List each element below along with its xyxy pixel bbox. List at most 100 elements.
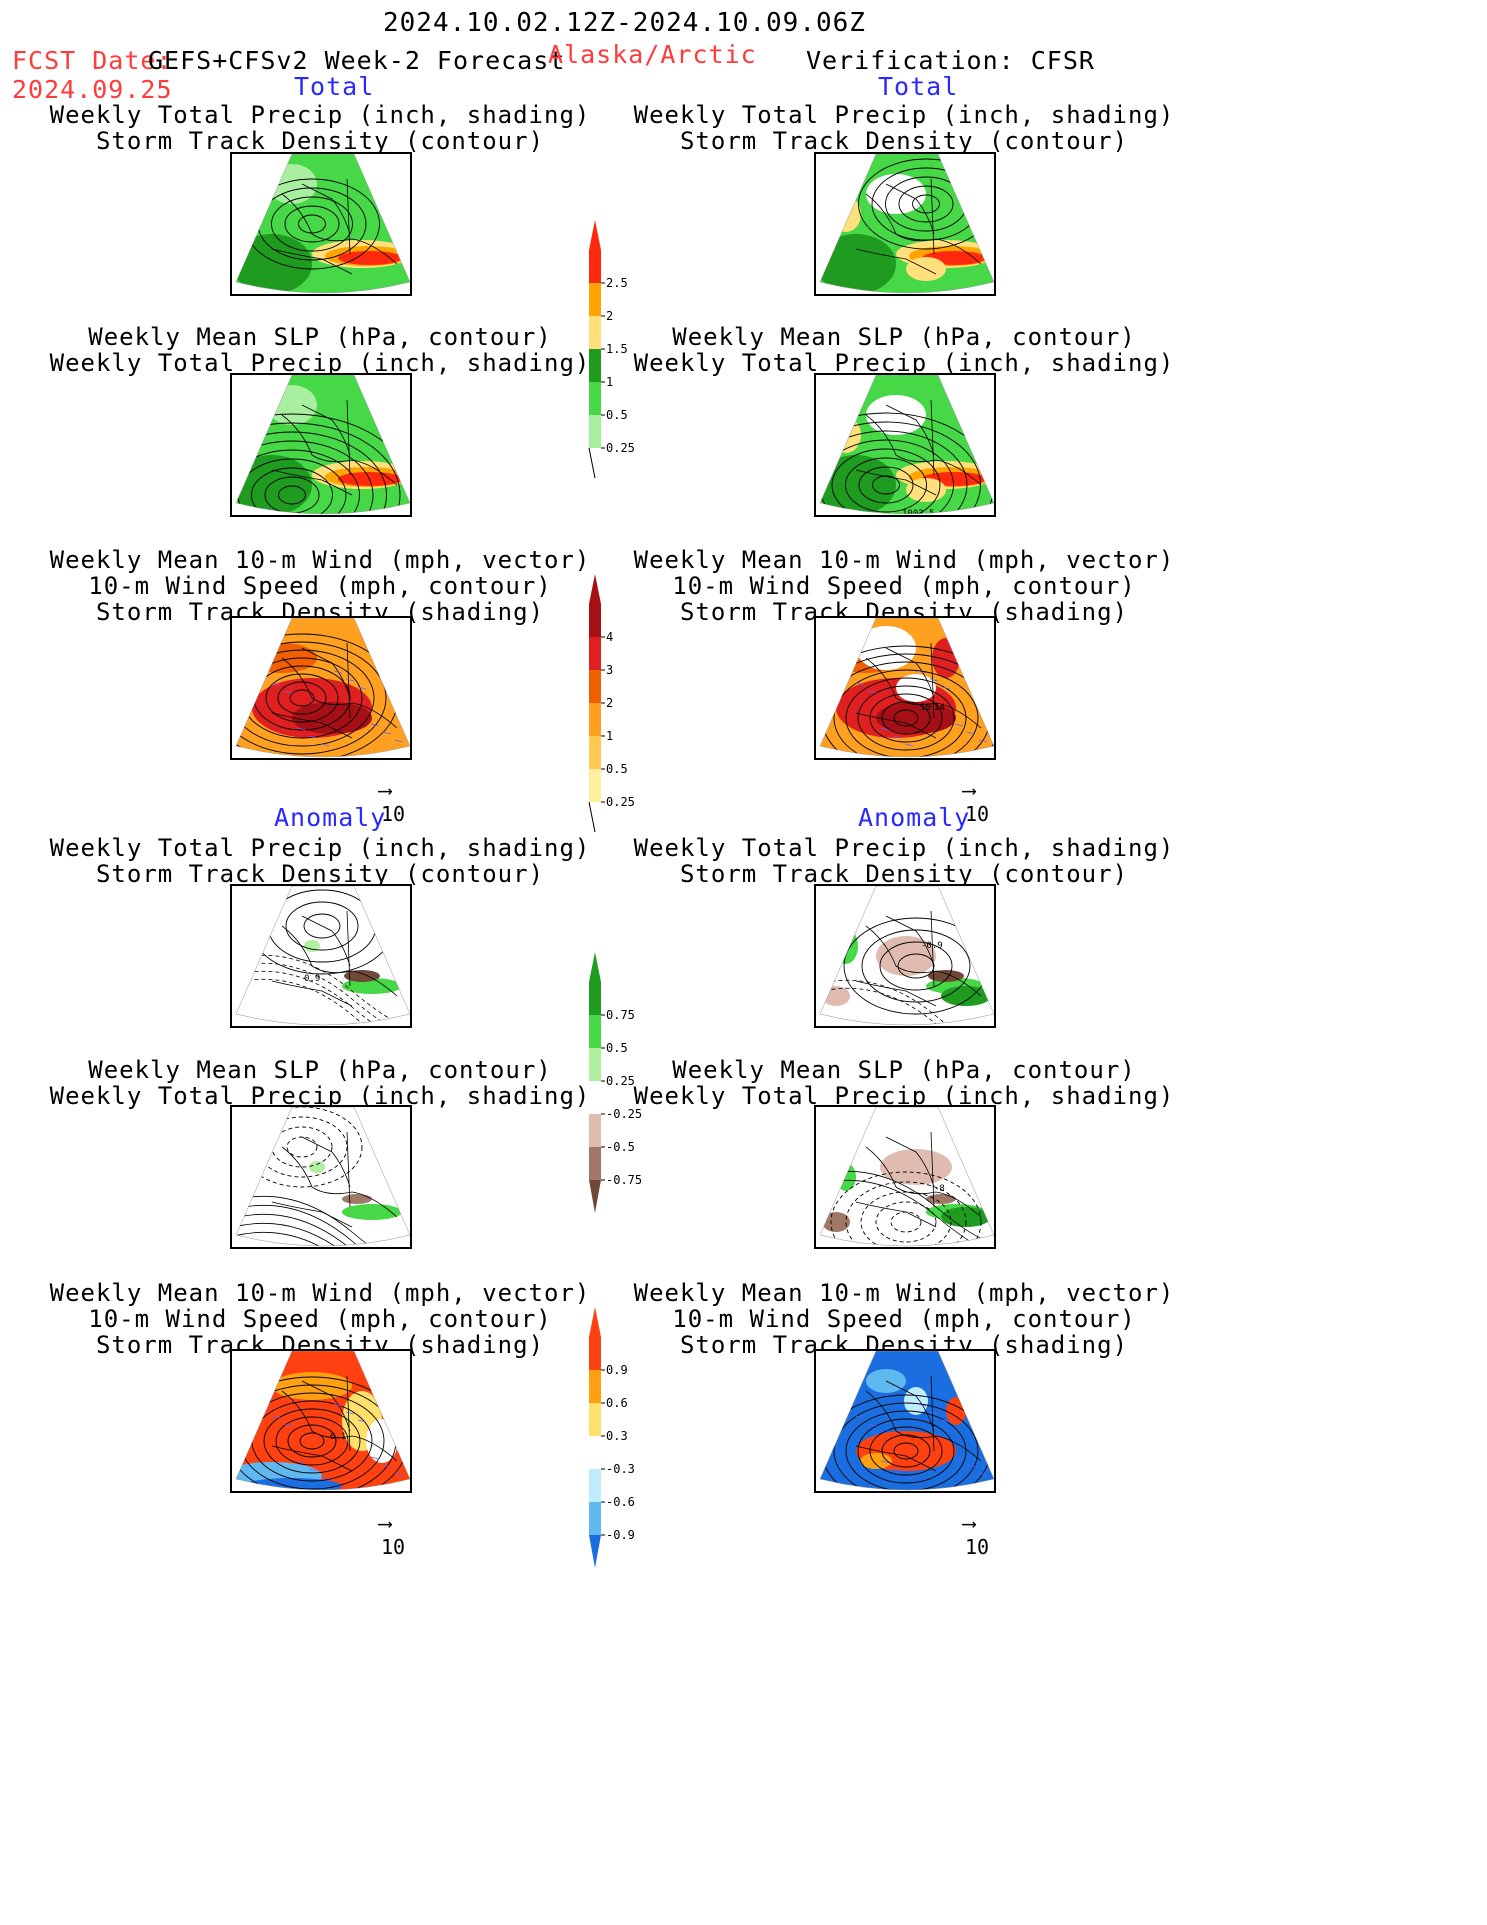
forecast-model: GEFS+CFSv2 Week-2 Forecast [148,46,566,75]
colorbar-swatch [589,670,601,703]
forecast-slp-panel [230,373,412,517]
colorbar-swatch [589,349,601,382]
colorbar-swatch [589,1048,601,1081]
panel-title-line: Storm Track Density (contour) [95,127,545,155]
section-total-forecast: Total [294,72,375,101]
verification-panel-title: Weekly Mean 10-m Wind (mph, vector) 10-m … [624,1280,1184,1358]
colorbar-swatch [589,769,601,802]
forecast-panel-title: Weekly Total Precip (inch, shading) Storm… [40,102,600,154]
verification-precip-panel [814,152,996,296]
panel-title-line: Weekly Mean 10-m Wind (mph, vector) [49,1279,591,1307]
colorbar-label: 0.5 [606,1041,628,1055]
colorbar-label: 1 [606,729,613,743]
colorbar-swatch [589,1081,601,1114]
colorbar-swatch [589,1436,601,1469]
colorbar-tail [588,801,596,833]
verification-slp-panel: 1002.5 [814,373,996,517]
colorbar-swatch [589,316,601,349]
panel-title-line: Weekly Mean SLP (hPa, contour) [672,1056,1136,1084]
colorbar-top-arrow [589,1307,601,1337]
arrow-icon: ⟶ [379,778,392,802]
colorbar-swatch [589,1147,601,1180]
panel-title-line: Weekly Total Precip (inch, shading) [633,834,1175,862]
colorbar-swatch [589,736,601,769]
contour-label: 0.1 [330,1432,346,1442]
panel-title-line: Weekly Mean 10-m Wind (mph, vector) [633,546,1175,574]
colorbar-swatch [589,982,601,1015]
verification-panel-title: Weekly Total Precip (inch, shading) Storm… [624,102,1184,154]
section-anomaly-forecast: Anomaly [274,803,387,832]
vector-reference-fcst-anom: ⟶ 10 [379,1511,406,1559]
colorbar-precip-total: 2.5 2 1.5 1 0.5 0.25 [585,218,665,479]
colorbar-swatch [589,1337,601,1370]
panel-title-line: Weekly Mean SLP (hPa, contour) [672,323,1136,351]
colorbar-label: 0.5 [606,408,628,422]
forecast-aprecip-map: 0.9 [235,886,410,1026]
panel-title-line: Weekly Total Precip (inch, shading) [49,349,591,377]
fcst-date: 2024.09.25 [12,75,173,104]
panel-title-line: Weekly Mean SLP (hPa, contour) [88,1056,552,1084]
panel-title-line: Weekly Mean 10-m Wind (mph, vector) [633,1279,1175,1307]
verification-panel-title: Weekly Mean SLP (hPa, contour) Weekly Tot… [624,1057,1184,1109]
colorbar-label: 1 [606,375,613,389]
verification-precip-map [819,154,994,294]
colorbar-label: 2 [606,696,613,710]
colorbar-bottom-arrow [589,1180,601,1213]
panel-title-line: 10-m Wind Speed (mph, contour) [88,572,552,600]
colorbar-label: 0.75 [606,1008,635,1022]
forecast-wind-panel [230,616,412,760]
forecast-wind-map [235,618,410,758]
colorbar-swatch [589,703,601,736]
forecast-awind-panel: 0.1 [230,1349,412,1493]
contour-label: 14 [934,703,945,713]
panel-title-line: 10-m Wind Speed (mph, contour) [672,572,1136,600]
forecast-panel-title: Weekly Mean SLP (hPa, contour) Weekly Tot… [40,324,600,376]
colorbar-swatch [589,1502,601,1535]
verification-wind-map: 10 14 [819,618,994,758]
colorbar-track-anom: 0.9 0.6 0.3 -0.3 -0.6 -0.9 [585,1305,665,1580]
panel-title-line: Weekly Total Precip (inch, shading) [633,101,1175,129]
verification-awind-panel [814,1349,996,1493]
verification-panel-title: Weekly Mean SLP (hPa, contour) Weekly Tot… [624,324,1184,376]
verification-awind-map [819,1351,994,1491]
forecast-precip-panel [230,152,412,296]
forecast-awind-map: 0.1 [235,1351,410,1491]
colorbar-label: -0.75 [606,1173,642,1187]
verification-aprecip-panel: -0.9 [814,884,996,1028]
arrow-icon: ⟶ [379,1511,392,1535]
vector-reference-fcst-total: ⟶ 10 [379,778,406,826]
verification-panel-title: Weekly Mean 10-m Wind (mph, vector) 10-m … [624,547,1184,625]
verification-slp-map: 1002.5 [819,375,994,515]
verification-aslp-map: -8 [819,1107,994,1247]
panel-title-line: Storm Track Density (shading) [679,598,1129,626]
forecast-panel-title: Weekly Mean 10-m Wind (mph, vector) 10-m … [40,1280,600,1358]
section-anomaly-verification: Anomaly [858,803,971,832]
panel-title-line: Storm Track Density (shading) [95,1331,545,1359]
verification-wind-panel: 10 14 [814,616,996,760]
colorbar-swatch [589,1469,601,1502]
panel-title-line: Weekly Total Precip (inch, shading) [49,101,591,129]
panel-title-line: Weekly Total Precip (inch, shading) [633,349,1175,377]
colorbar-label: 0.25 [606,795,635,809]
colorbar-label: -0.5 [606,1140,635,1154]
colorbar-swatch [589,1370,601,1403]
verification-aslp-panel: -8 [814,1105,996,1249]
colorbar-label: 3 [606,663,613,677]
colorbar-label: 1.5 [606,342,628,356]
colorbar-label: 0.3 [606,1429,628,1443]
colorbar-bottom-arrow [589,1535,601,1568]
panel-title-line: Storm Track Density (contour) [679,127,1129,155]
forecast-aslp-map [235,1107,410,1247]
panel-title-line: Storm Track Density (contour) [95,860,545,888]
forecast-panel-title: Weekly Total Precip (inch, shading) Storm… [40,835,600,887]
colorbar-label: -0.25 [606,1107,642,1121]
colorbar-label: 2.5 [606,276,628,290]
colorbar-label: 0.25 [606,1074,635,1088]
colorbar-label: -0.9 [606,1528,635,1542]
verification-label: Verification: CFSR [806,46,1095,75]
forecast-panel-title: Weekly Mean SLP (hPa, contour) Weekly Tot… [40,1057,600,1109]
panel-title-line: Weekly Mean 10-m Wind (mph, vector) [49,546,591,574]
colorbar-tail [588,447,596,479]
contour-label: -0.9 [921,941,943,951]
contour-label: -8 [934,1184,945,1194]
